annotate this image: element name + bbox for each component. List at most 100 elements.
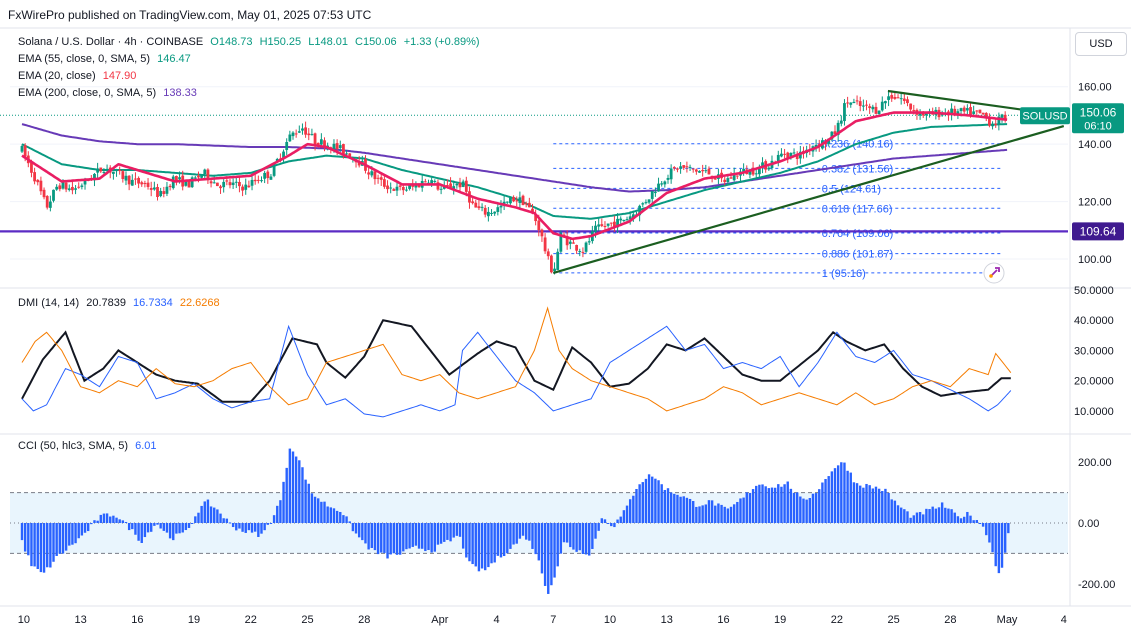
cci-bar — [121, 520, 125, 523]
candle-body — [395, 186, 399, 191]
time-tick-label: 19 — [188, 614, 200, 626]
candle-body — [972, 111, 976, 114]
cci-bar — [890, 499, 893, 523]
candle-body — [486, 211, 490, 217]
candle-body — [146, 182, 150, 187]
dmi-tick-label: 50.0000 — [1074, 285, 1114, 297]
candle-body — [335, 143, 339, 150]
candle-body — [846, 102, 850, 104]
dmi-tick-label: 10.0000 — [1074, 406, 1114, 418]
cci-bar — [392, 523, 396, 554]
candle-body — [102, 171, 106, 173]
cci-bar — [465, 523, 468, 558]
ema20-legend[interactable]: EMA (20, close) 147.90 — [18, 70, 136, 82]
candle-body — [707, 168, 711, 175]
candle-body — [77, 186, 81, 188]
candle-body — [653, 192, 657, 194]
cci-bar — [33, 523, 36, 567]
candle-body — [594, 225, 597, 232]
candle-body — [297, 131, 301, 133]
candle-body — [200, 175, 204, 178]
cci-bar — [298, 460, 301, 523]
cci-bar — [594, 523, 597, 539]
cci-bar — [814, 493, 818, 523]
cci-bar — [732, 504, 736, 523]
candle-body — [111, 171, 115, 174]
fib-level-label: 1 (95.16) — [822, 268, 866, 280]
cci-bar — [966, 511, 969, 523]
candle-body — [241, 186, 244, 191]
candle-body — [203, 169, 207, 175]
cci-bar — [408, 523, 411, 549]
candle-body — [222, 181, 226, 188]
adx-value: 20.7839 — [86, 297, 126, 309]
time-tick-label: 19 — [774, 614, 786, 626]
cci-bar — [351, 523, 355, 532]
cci-bar — [335, 510, 339, 523]
candle-body — [42, 189, 46, 198]
cci-bar — [799, 496, 802, 523]
cci-bar — [985, 523, 988, 536]
candle-body — [313, 133, 317, 145]
cci-bar — [140, 523, 143, 543]
candle-body — [55, 186, 59, 190]
candle-body — [600, 224, 604, 226]
cci-bar — [613, 523, 616, 528]
candle-body — [319, 139, 323, 145]
ema55-legend[interactable]: EMA (55, close, 0, SMA, 5) 146.47 — [18, 53, 191, 65]
level-tag: 109.64 — [1080, 224, 1117, 238]
candle-body — [950, 108, 953, 115]
price-tick-label: 120.00 — [1078, 197, 1112, 209]
cci-bar — [647, 474, 651, 523]
candle-body — [723, 179, 727, 183]
cci-bar — [925, 508, 928, 523]
currency-selector[interactable]: USD — [1075, 32, 1127, 56]
candle-body — [515, 200, 519, 202]
cci-bar — [496, 523, 500, 556]
cci-bar — [80, 523, 84, 536]
plus-di-line — [21, 324, 1012, 418]
cci-bar — [695, 506, 698, 523]
cci-bar — [723, 506, 726, 523]
candle-body — [527, 202, 531, 208]
cci-bar — [581, 523, 585, 554]
cci-bar — [238, 523, 241, 529]
cci-bar — [682, 496, 685, 523]
cci-legend[interactable]: CCI (50, hlc3, SMA, 5) 6.01 — [18, 440, 157, 452]
candle-body — [849, 102, 853, 105]
candle-body — [906, 99, 909, 104]
last-price-tag: 150.06 — [1080, 105, 1117, 119]
cci-bar — [39, 523, 43, 573]
cci-bar — [673, 493, 676, 523]
candle-body — [909, 103, 913, 110]
cci-bar — [802, 498, 805, 523]
cci-bar — [487, 523, 490, 568]
candle-body — [39, 180, 43, 192]
cci-bar — [654, 478, 657, 523]
candle-body — [988, 116, 991, 126]
candle-body — [137, 177, 140, 184]
candle-body — [58, 185, 62, 190]
cci-bar — [729, 506, 733, 523]
cci-bar — [824, 478, 827, 523]
ema200-value: 138.33 — [163, 87, 197, 99]
cci-bar — [294, 456, 298, 523]
candle-body — [641, 203, 645, 205]
candle-body — [64, 182, 68, 190]
candle-body — [345, 153, 348, 155]
candle-body — [613, 221, 616, 228]
candle-body — [956, 111, 960, 114]
ema20-series — [21, 111, 1008, 241]
cci-bar — [550, 523, 553, 586]
candle-body — [572, 242, 575, 244]
cci-bar — [162, 523, 166, 531]
candle-body — [509, 197, 512, 204]
candle-body — [197, 175, 200, 178]
dmi-legend[interactable]: DMI (14, 14) 20.7839 16.7334 22.6268 — [18, 297, 220, 309]
candle-body — [855, 100, 859, 102]
cci-bar — [660, 484, 663, 523]
ema200-legend[interactable]: EMA (200, close, 0, SMA, 5) 138.33 — [18, 87, 197, 99]
cci-bar — [893, 500, 897, 523]
rocket-icon[interactable] — [983, 262, 1005, 284]
